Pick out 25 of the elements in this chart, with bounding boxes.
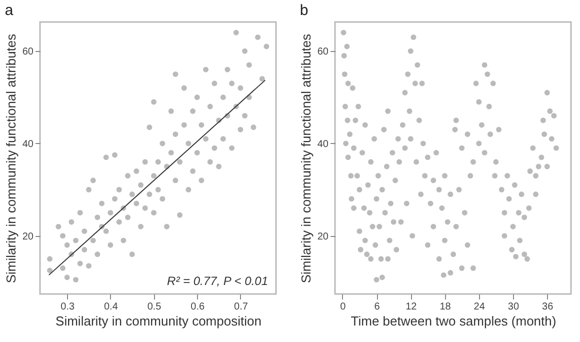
chart-title: a bbox=[4, 2, 14, 19]
y-tick-label: 40 bbox=[317, 138, 329, 150]
x-tick-label: 18 bbox=[440, 302, 452, 312]
x-tick-label: 6 bbox=[374, 302, 380, 312]
y-axis-title: Similarity in community functional attributes bbox=[3, 33, 18, 284]
y-axis-title: Similarity in community functional attributes bbox=[298, 33, 314, 284]
x-tick-label: 12 bbox=[406, 302, 418, 312]
x-axis-title: Similarity in community composition bbox=[56, 314, 262, 328]
x-tick-label: 0.3 bbox=[60, 302, 75, 312]
chart-title: b bbox=[300, 2, 308, 19]
annotation: R² = 0.77, P < 0.01 bbox=[167, 274, 268, 288]
x-tick-label: 24 bbox=[474, 302, 486, 312]
x-axis-title: Time between two samples (month) bbox=[350, 314, 556, 328]
x-tick-label: 30 bbox=[508, 302, 520, 312]
x-tick-label: 0.6 bbox=[190, 302, 206, 312]
y-tick-label: 60 bbox=[22, 46, 34, 58]
x-tick-label: 0 bbox=[340, 302, 346, 312]
x-tick-label: 0.5 bbox=[147, 302, 162, 312]
y-tick-label: 60 bbox=[317, 46, 329, 58]
y-tick-label: 20 bbox=[317, 231, 329, 242]
y-tick-label: 20 bbox=[22, 231, 34, 242]
x-tick-label: 36 bbox=[542, 302, 554, 312]
x-tick-label: 0.7 bbox=[234, 302, 248, 312]
x-tick-label: 0.4 bbox=[104, 302, 118, 312]
y-tick-label: 40 bbox=[22, 138, 34, 150]
